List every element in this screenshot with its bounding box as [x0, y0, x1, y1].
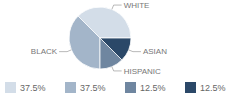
legend-swatch	[125, 82, 136, 93]
legend-label: 37.5%	[20, 83, 46, 93]
legend-swatch	[5, 82, 16, 93]
legend-swatch	[185, 82, 196, 93]
slice-labels: WHITE BLACK HISPANIC ASIAN	[31, 1, 167, 76]
leader-line	[129, 50, 141, 52]
pie-slice	[69, 16, 100, 69]
legend-label: 12.5%	[140, 83, 166, 93]
pie-slice	[100, 38, 131, 60]
legend-swatch	[65, 82, 76, 93]
leader-line	[112, 5, 122, 9]
leader-line	[112, 67, 122, 71]
leader-line	[59, 50, 71, 52]
legend: 37.5% 37.5% 12.5% 12.5%	[5, 82, 226, 93]
slice-label: HISPANIC	[124, 67, 161, 76]
slice-label: BLACK	[31, 47, 58, 56]
chart: WHITE BLACK HISPANIC ASIAN 37.5% 37.5% 12.5% 12…	[0, 0, 240, 100]
slice-label: WHITE	[124, 1, 150, 10]
slice-label: ASIAN	[143, 47, 167, 56]
legend-label: 37.5%	[80, 83, 106, 93]
pie	[69, 7, 131, 69]
legend-label: 12.5%	[200, 83, 226, 93]
